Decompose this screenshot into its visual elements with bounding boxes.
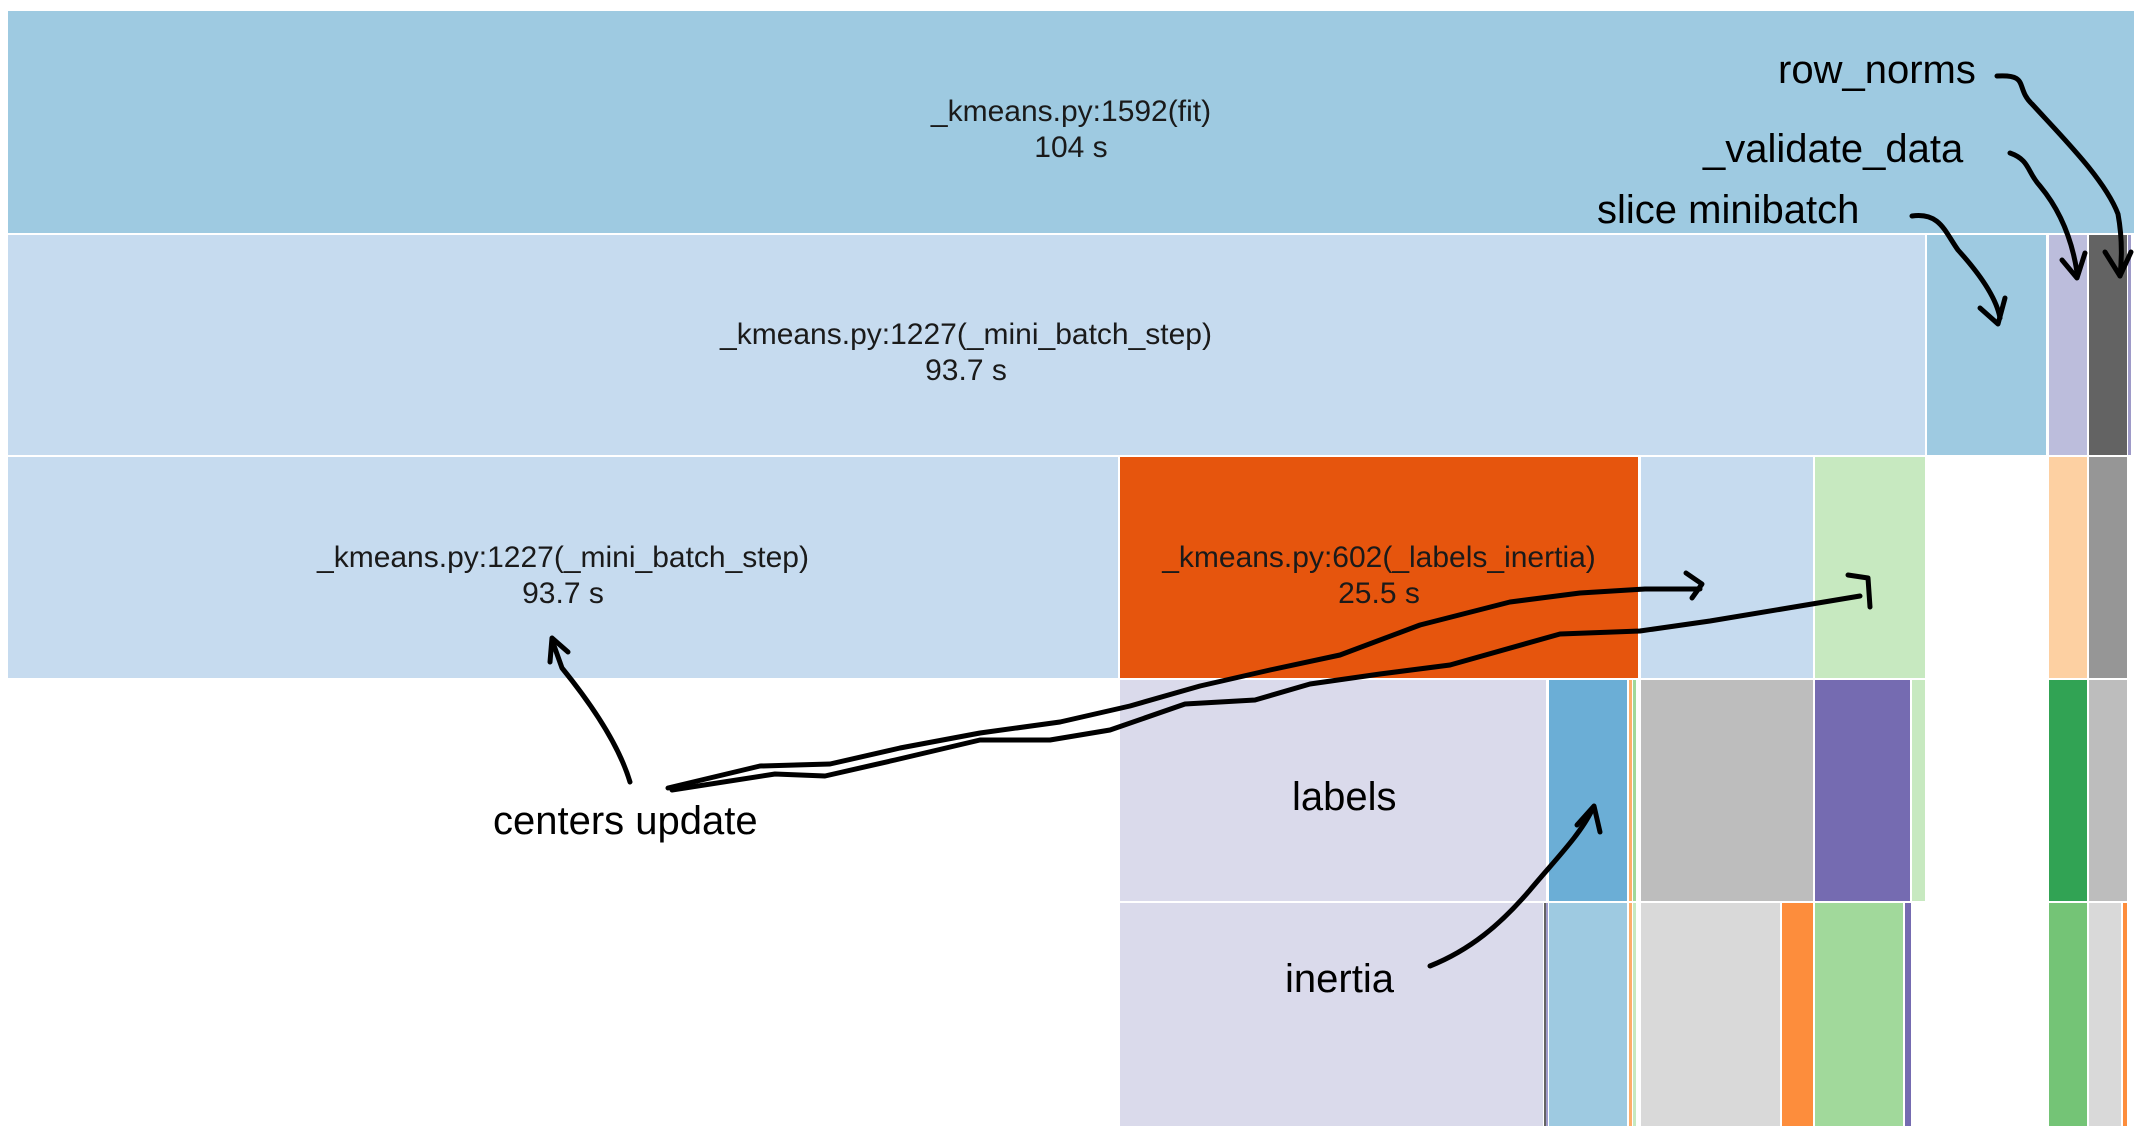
block-slice-minibatch[interactable] <box>1927 235 2046 455</box>
arrow-validate-data-head <box>2059 250 2088 281</box>
block-mini-batch-step-1-value: 93.7 s <box>925 354 1007 387</box>
block-level4-c[interactable] <box>1815 680 1910 901</box>
block-level3-b[interactable] <box>1815 457 1925 678</box>
block-mini-batch-step-1[interactable]: _kmeans.py:1227(_mini_batch_step) 93.7 s <box>8 235 1925 455</box>
block-level5-d[interactable] <box>1815 903 1903 1126</box>
block-level4-sliver-1 <box>1629 680 1632 901</box>
annotation-centers-update: centers update <box>493 799 758 843</box>
arrow-centers-right <box>669 593 1863 793</box>
block-inertia[interactable] <box>1120 903 1543 1126</box>
block-mini-batch-step-1-title: _kmeans.py:1227(_mini_batch_step) <box>719 318 1212 351</box>
block-fit[interactable]: _kmeans.py:1592(fit) 104 s <box>8 11 2134 233</box>
block-level4-e[interactable] <box>2049 680 2087 901</box>
arrow-centers-right-head <box>1845 572 1873 610</box>
block-labels[interactable] <box>1120 680 1546 901</box>
arrow-centers-mid <box>665 586 1703 791</box>
annotation-row-norms: row_norms <box>1778 48 1976 92</box>
block-row-norms-edge <box>2128 235 2131 455</box>
arrow-inertia-head <box>1574 803 1603 835</box>
arrow-inertia <box>1427 807 1595 969</box>
block-level4-d[interactable] <box>1912 680 1925 901</box>
block-level4-sliver-2 <box>1633 680 1636 901</box>
block-labels-inertia-title: _kmeans.py:602(_labels_inertia) <box>1161 541 1596 574</box>
block-mini-batch-step-1-rect <box>8 235 1925 455</box>
block-mini-batch-step-2-value: 93.7 s <box>522 577 604 610</box>
block-level4-b[interactable] <box>1641 680 1813 901</box>
block-level3-a[interactable] <box>1641 457 1813 678</box>
arrow-slice-minibatch <box>1909 213 2003 321</box>
arrow-centers-left <box>549 637 633 785</box>
arrow-slice-minibatch-head <box>1977 295 2008 327</box>
block-labels-inertia-value: 25.5 s <box>1338 577 1420 610</box>
arrow-row-norms-head <box>2102 249 2134 279</box>
arrow-validate-data <box>2007 150 2080 275</box>
block-level5-f[interactable] <box>2049 903 2087 1126</box>
arrow-centers-mid-head <box>1683 570 1705 601</box>
block-level3-c[interactable] <box>2049 457 2087 678</box>
block-labels-inertia[interactable]: _kmeans.py:602(_labels_inertia) 25.5 s <box>1120 457 1638 678</box>
annotation-labels: labels <box>1292 775 1397 819</box>
block-level5-b[interactable] <box>1641 903 1780 1126</box>
block-fit-title: _kmeans.py:1592(fit) <box>930 95 1211 128</box>
block-level4-f[interactable] <box>2089 680 2127 901</box>
block-level5-e[interactable] <box>1905 903 1911 1126</box>
annotation-slice-minibatch: slice minibatch <box>1597 188 1859 232</box>
annotation-inertia: inertia <box>1285 957 1395 1001</box>
block-level3-d[interactable] <box>2089 457 2127 678</box>
block-level5-a[interactable] <box>1549 903 1627 1126</box>
block-level4-a[interactable] <box>1549 680 1627 901</box>
block-fit-value: 104 s <box>1034 131 1107 164</box>
block-level5-c[interactable] <box>1782 903 1813 1126</box>
block-fit-rect <box>8 11 2134 233</box>
arrow-centers-left-head <box>547 635 571 665</box>
arrow-row-norms <box>1994 73 2124 279</box>
block-level5-sliver-3 <box>1629 903 1632 1126</box>
block-mini-batch-step-2-rect <box>8 457 1118 678</box>
annotation-arrows <box>547 73 2134 969</box>
block-level5-h[interactable] <box>2123 903 2127 1126</box>
block-level5-sliver-2 <box>1546 903 1548 1126</box>
block-level5-sliver-4 <box>1633 903 1636 1126</box>
block-mini-batch-step-2-title: _kmeans.py:1227(_mini_batch_step) <box>316 541 809 574</box>
block-mini-batch-step-2[interactable]: _kmeans.py:1227(_mini_batch_step) 93.7 s <box>8 457 1118 678</box>
block-level5-g[interactable] <box>2089 903 2121 1126</box>
block-level5-sliver-1 <box>1544 903 1546 1126</box>
annotation-validate-data: _validate_data <box>1702 127 1964 171</box>
